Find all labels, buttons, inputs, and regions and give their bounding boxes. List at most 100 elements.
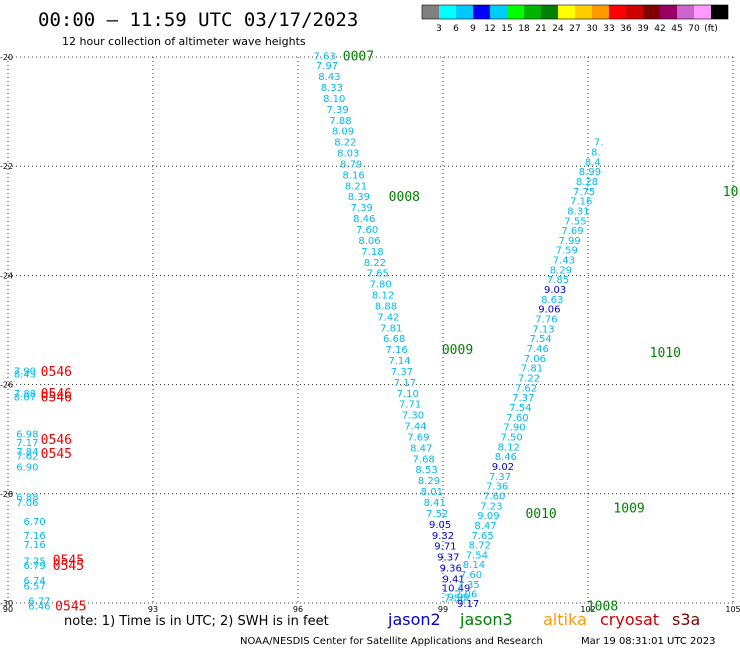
wave-height-label: 9.36: [440, 564, 462, 575]
pass-time-labels: 0007000800090010100810091010100546054605…: [41, 49, 739, 614]
pass-time-label: 0545: [53, 559, 84, 574]
wave-height-label: 7.54: [466, 550, 488, 561]
wave-height-label: 7.44: [404, 422, 426, 433]
wave-height-label: 7.97: [316, 61, 338, 72]
wave-height-label: 8.99: [579, 167, 601, 178]
footer-credit: NOAA/NESDIS Center for Satellite Applica…: [240, 636, 543, 647]
wave-height-label: 8.29: [418, 476, 440, 487]
pass-time-label: 0009: [442, 343, 473, 358]
satellite-legend-cryosat: cryosat: [600, 610, 659, 629]
pass-time-label: 10: [723, 185, 739, 200]
wave-height-label: 7.46: [527, 344, 549, 355]
wave-height-label: 7.16: [385, 345, 407, 356]
wave-height-label: 9.02: [492, 462, 514, 473]
x-tick-label: 102: [580, 605, 595, 614]
wave-height-label: 7.35: [457, 580, 479, 591]
pass-time-label: 0546: [41, 365, 72, 380]
colorbar-label: (ft): [704, 24, 718, 34]
wave-height-label: 8.12: [498, 442, 520, 453]
wave-height-label: 8.22: [334, 138, 356, 149]
wave-height-label: 7.10: [397, 389, 419, 400]
wave-height-label: 9.06: [538, 305, 560, 316]
wave-height-label: 8.12: [372, 291, 394, 302]
wave-height-label: 7.59: [556, 246, 578, 257]
pass-time-label: 0008: [389, 190, 420, 205]
wave-height-label: 7.39: [351, 203, 373, 214]
colorbar-label: 45: [671, 24, 682, 34]
wave-height-label: 7.85: [547, 275, 569, 286]
wave-height-label: 8.01: [421, 487, 443, 498]
wave-height-label: 7.25: [23, 556, 45, 567]
wave-height-label: 8.47: [474, 521, 496, 532]
satellite-legend-altika: altika: [543, 610, 587, 629]
pass-time-label: 0545: [53, 553, 84, 568]
y-tick-label: -24: [0, 271, 13, 280]
wave-height-label: 8.47: [410, 443, 432, 454]
wave-height-label: 7.81: [521, 364, 543, 375]
wave-height-label: 7.37: [391, 367, 413, 378]
wave-height-label: 8.63: [541, 295, 563, 306]
colorbar-label: 24: [552, 24, 564, 34]
pass-time-label: 0010: [525, 507, 556, 522]
wave-height-label: 7.99: [559, 236, 581, 247]
wave-height-label: 7.18: [361, 247, 383, 258]
x-tick-label: 93: [148, 605, 158, 614]
colorbar-swatch: [660, 5, 677, 19]
data-labels: 7.637.978.438.338.107.397.888.098.228.03…: [14, 51, 604, 612]
pass-time-label: 0545: [41, 447, 72, 462]
wave-height-label: 8.06: [358, 236, 380, 247]
wave-height-label: 7.36: [486, 482, 508, 493]
wave-height-label: 10.49: [442, 584, 471, 595]
wave-height-label: 6.68: [383, 334, 405, 345]
colorbar-label: 70: [688, 24, 700, 34]
wave-height-label: 7.62: [515, 383, 537, 394]
wave-height-label: 9.37: [437, 553, 459, 564]
wave-height-label: 7.90: [503, 423, 525, 434]
colorbar-label: 21: [535, 24, 546, 34]
colorbar-label: 42: [654, 24, 665, 34]
wave-height-label: 8.43: [318, 72, 340, 83]
wave-height-label: 7.16: [23, 531, 45, 542]
wave-height-label: 7.80: [370, 280, 392, 291]
x-tick-label: 90: [3, 605, 13, 614]
wave-height-label: 6.57: [23, 582, 45, 593]
wave-height-label: 8.4: [585, 157, 601, 168]
colorbar-label: 18: [518, 24, 530, 34]
wave-height-label: 7.39: [327, 105, 349, 116]
pass-time-label: 0546: [41, 433, 72, 448]
wave-height-label: 6.77: [28, 596, 50, 607]
axis-labels: 90 93 96 99 102 105 -30 -28 -26 -24 -22 -20: [0, 53, 740, 614]
wave-height-label: 7.88: [14, 389, 36, 400]
wave-height-label: 7.54: [530, 334, 552, 345]
wave-height-label: 8.10: [323, 94, 345, 105]
wave-height-label: 8.46: [353, 214, 375, 225]
wave-height-label: 7.37: [512, 393, 534, 404]
wave-height-label: 9.03: [544, 285, 566, 296]
wave-height-label: 7.69: [407, 432, 429, 443]
wave-height-label: 7.52: [426, 509, 448, 520]
colorbar-label: 36: [620, 24, 632, 34]
wave-height-label: 8.22: [364, 258, 386, 269]
wave-height-label: 9.09: [477, 511, 499, 522]
colorbar-swatch: [694, 5, 711, 19]
colorbar-label: 9: [470, 24, 476, 34]
satellite-legend-jason2: jason2: [387, 610, 441, 629]
wave-height-label: 7.84: [16, 447, 38, 458]
satellite-legend: jason2 jason3 altika cryosat s3a: [387, 610, 700, 629]
wave-height-label: 8.39: [348, 192, 370, 203]
colorbar-swatch: [643, 5, 660, 19]
wave-height-label: 7.63: [313, 51, 335, 62]
wave-height-label: 9.99: [447, 592, 469, 603]
y-tick-label: -20: [0, 53, 13, 62]
colorbar-label: 39: [637, 24, 649, 34]
y-tick-label: -22: [0, 162, 13, 171]
pass-time-label: 0546: [41, 391, 72, 406]
wave-height-label: 7.37: [489, 472, 511, 483]
wave-height-label: 6.88: [16, 493, 38, 504]
wave-height-label: 7.55: [564, 216, 586, 227]
wave-height-label: 6.98: [16, 430, 38, 441]
pass-time-label: 1008: [587, 600, 618, 615]
wave-height-label: 9.71: [434, 542, 456, 553]
